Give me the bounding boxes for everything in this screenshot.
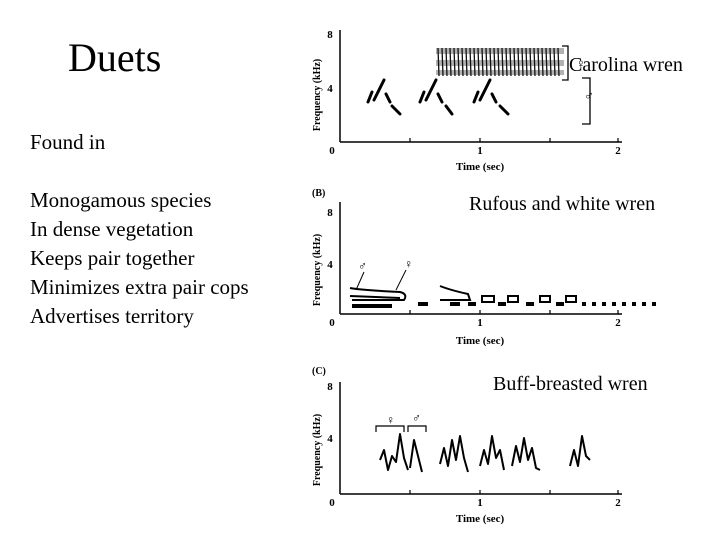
bullet-monogamous: Monogamous species (30, 188, 212, 212)
panel-b-female-symbol: ♀ (404, 257, 413, 271)
trill-stroke (517, 47, 520, 77)
panel-c-xticks (409, 490, 619, 494)
panel-b-notes (349, 285, 577, 303)
trill-stroke (477, 47, 480, 77)
trill-stroke (441, 47, 444, 77)
trill-stroke (497, 47, 500, 77)
bullet-territory: Advertises territory (30, 304, 194, 328)
trill-stroke (465, 47, 468, 77)
panel-c-notes (379, 433, 591, 473)
trill-stroke (449, 47, 452, 77)
bullet-list: Found in Monogamous species In dense veg… (30, 128, 249, 331)
trill-stroke (453, 47, 456, 77)
panel-b-ytick-8: 8 (327, 207, 333, 219)
panel-a-ylabel: Frequency (kHz) (312, 59, 323, 131)
bullet-found-in: Found in (30, 130, 106, 154)
bullet-extra-pair: Minimizes extra pair cops (30, 275, 249, 299)
panel-a-trill-strokes (437, 47, 560, 77)
trill-stroke (529, 47, 532, 77)
panel-b-xticks (409, 310, 619, 314)
panel-c-ylabel: Frequency (kHz) (312, 414, 323, 486)
trill-stroke (545, 47, 548, 77)
panel-a-xtick-1: 1 (477, 145, 483, 157)
panel-a-xtick-0: 0 (329, 145, 335, 157)
panel-a-female-trill (436, 48, 564, 75)
panel-b-xlabel: Time (sec) (456, 335, 505, 347)
panel-a: 8 4 0 1 2 Time (sec) Frequency (kHz) ♀ ♂ (312, 29, 622, 173)
panel-b-letter: (B) (312, 188, 325, 199)
panel-b-dots (352, 302, 656, 308)
panel-b-ylabel: Frequency (kHz) (312, 234, 323, 306)
trill-stroke (521, 47, 524, 77)
trill-stroke (461, 47, 464, 77)
panel-c: (C) 8 4 0 1 2 Time (sec) Frequency (kHz)… (312, 366, 622, 525)
trill-stroke (493, 47, 496, 77)
trill-stroke (505, 47, 508, 77)
trill-stroke (501, 47, 504, 77)
panel-c-brackets (375, 425, 427, 432)
panel-a-brackets (562, 45, 591, 125)
trill-stroke (557, 47, 560, 77)
trill-stroke (549, 47, 552, 77)
trill-stroke (485, 47, 488, 77)
panel-c-xtick-1: 1 (477, 497, 483, 509)
bullet-dense-vegetation: In dense vegetation (30, 217, 194, 241)
panel-a-female-symbol: ♀ (576, 56, 586, 71)
panel-c-letter: (C) (312, 366, 326, 377)
trill-stroke (445, 47, 448, 77)
panel-a-male-notes (366, 78, 510, 116)
bullet-pair-together: Keeps pair together (30, 246, 195, 270)
species-label-rufous: Rufous and white wren (469, 193, 656, 215)
trill-stroke (525, 47, 528, 77)
trill-stroke (469, 47, 472, 77)
panel-b-pointers (355, 269, 407, 291)
trill-stroke (553, 47, 556, 77)
panel-a-xticks (409, 138, 619, 142)
trill-stroke (509, 47, 512, 77)
panel-c-xtick-0: 0 (329, 497, 335, 509)
panel-c-ytick-8: 8 (327, 381, 333, 393)
slide-title: Duets (68, 35, 162, 80)
panel-b-ytick-4: 4 (327, 259, 333, 271)
trill-stroke (541, 47, 544, 77)
panel-c-xtick-2: 2 (615, 497, 621, 509)
trill-stroke (481, 47, 484, 77)
panel-c-ytick-4: 4 (327, 433, 333, 445)
trill-stroke (457, 47, 460, 77)
trill-stroke (473, 47, 476, 77)
trill-stroke (537, 47, 540, 77)
species-label-carolina: Carolina wren (569, 54, 683, 76)
spectrogram-figure: 8 4 0 1 2 Time (sec) Frequency (kHz) ♀ ♂ (312, 29, 656, 525)
trill-stroke (513, 47, 516, 77)
panel-c-male-symbol: ♂ (412, 411, 421, 425)
trill-stroke (533, 47, 536, 77)
panel-b: (B) 8 4 0 1 2 Time (sec) Frequency (kHz) (312, 188, 656, 347)
panel-a-male-symbol: ♂ (584, 88, 594, 103)
panel-b-male-symbol: ♂ (358, 259, 367, 273)
species-label-buff: Buff-breasted wren (493, 373, 648, 395)
panel-a-ytick-8: 8 (327, 29, 333, 41)
panel-a-xlabel: Time (sec) (456, 161, 505, 173)
panel-b-xtick-0: 0 (329, 317, 335, 329)
trill-stroke (489, 47, 492, 77)
panel-c-xlabel: Time (sec) (456, 513, 505, 525)
bullet-spacer (30, 157, 249, 186)
panel-c-female-symbol: ♀ (386, 413, 395, 427)
panel-a-ytick-4: 4 (327, 83, 333, 95)
trill-stroke (437, 47, 440, 77)
panel-b-xtick-1: 1 (477, 317, 483, 329)
panel-b-xtick-2: 2 (615, 317, 621, 329)
panel-a-xtick-2: 2 (615, 145, 621, 157)
